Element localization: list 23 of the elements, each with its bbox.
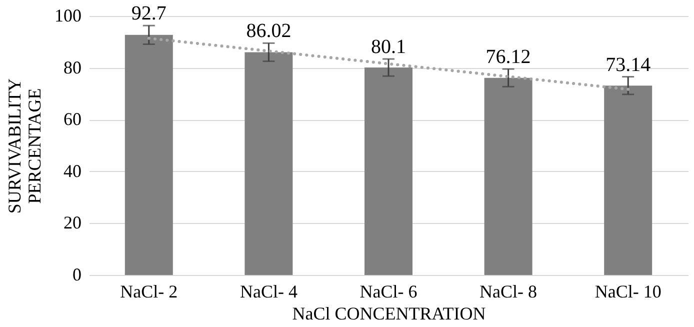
y-axis-title: SURVIVABILITY PERCENTAGE (4, 78, 44, 214)
y-tick-label: 100 (54, 6, 82, 26)
data-label: 92.7 (131, 2, 166, 25)
y-tick-label: 0 (72, 264, 82, 284)
x-tick-label: NaCl- 4 (240, 282, 298, 302)
y-tick-label: 60 (64, 109, 82, 130)
y-tick-label: 80 (64, 57, 82, 78)
x-tick-label: NaCl- 2 (120, 282, 178, 302)
bar (244, 52, 293, 275)
data-label: 73.14 (606, 54, 651, 76)
bar (364, 68, 412, 275)
data-label: 86.02 (246, 20, 292, 42)
x-tick-label: NaCl- 10 (594, 282, 662, 302)
data-label: 76.12 (486, 46, 531, 68)
bar (484, 78, 532, 275)
x-axis-title: NaCl CONCENTRATION (292, 304, 486, 324)
bar (124, 34, 173, 275)
bar (604, 86, 652, 275)
x-tick-label: NaCl- 6 (360, 282, 418, 302)
x-tick-label: NaCl- 8 (480, 282, 538, 302)
y-tick-label: 20 (64, 212, 82, 233)
y-tick-label: 40 (64, 160, 82, 181)
data-label: 80.1 (371, 36, 406, 58)
